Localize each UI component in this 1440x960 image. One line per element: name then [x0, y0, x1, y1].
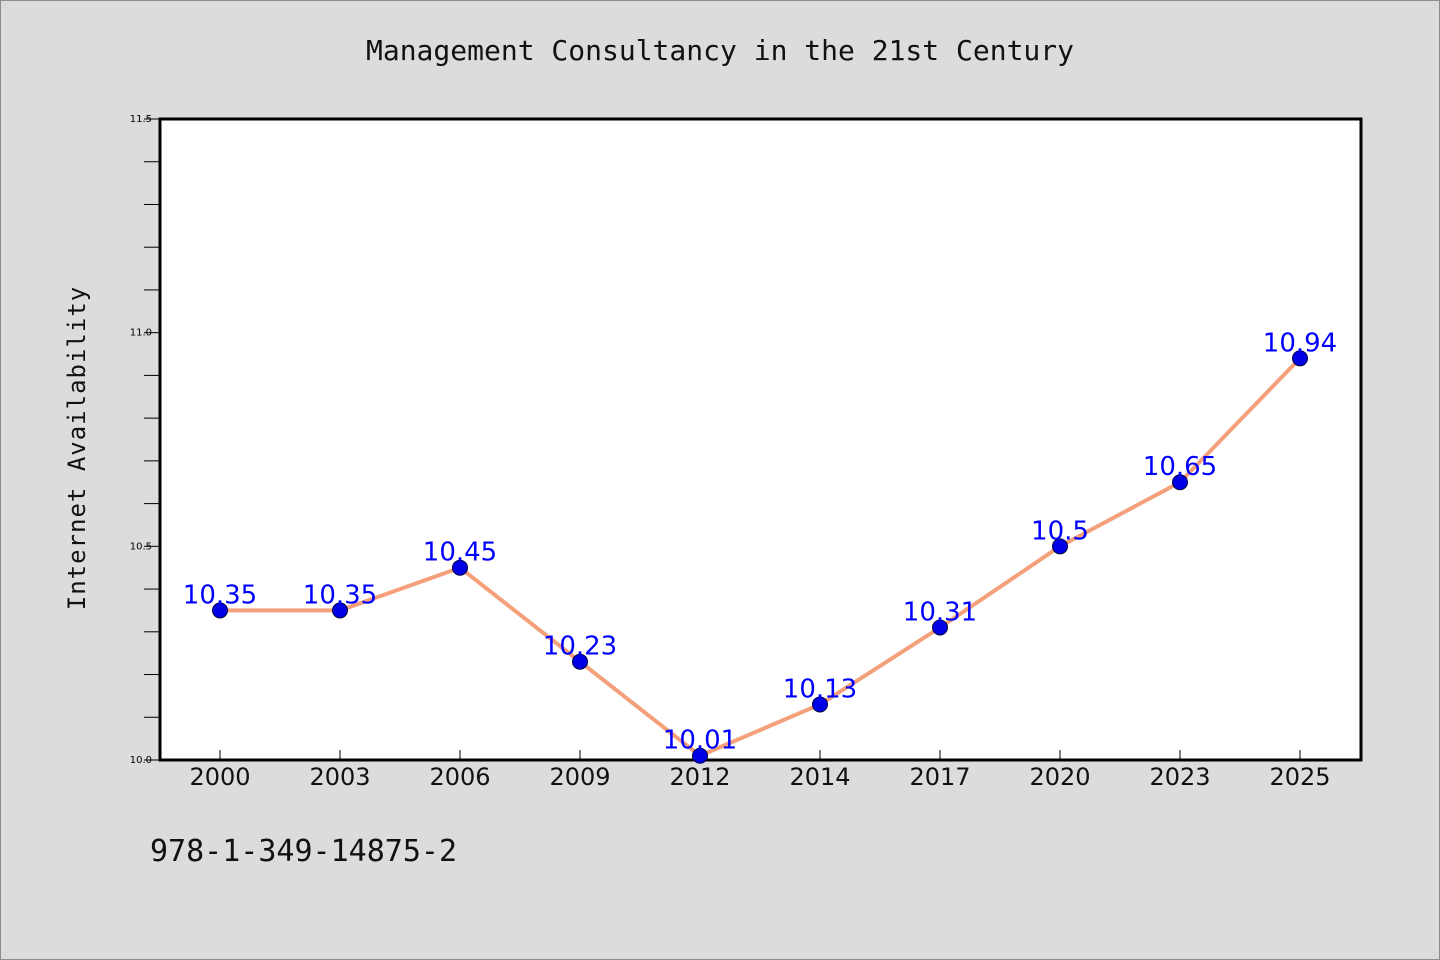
x-tick-label: 2020 [1029, 763, 1090, 791]
data-label: 10.35 [303, 580, 377, 610]
data-point-marker [1172, 474, 1188, 491]
x-tick-label: 2025 [1269, 763, 1330, 791]
data-point-marker [692, 747, 708, 764]
x-tick-label: 2014 [789, 763, 850, 791]
data-point-marker [1292, 350, 1308, 367]
x-tick-label: 2003 [309, 763, 370, 791]
y-tick-label: 10.0 [130, 755, 152, 766]
x-tick-label: 2006 [429, 763, 490, 791]
data-point-marker [1052, 538, 1068, 555]
y-tick-label: 10.5 [130, 541, 152, 552]
x-tick-label: 2017 [909, 763, 970, 791]
y-tick-label: 11.0 [130, 328, 152, 339]
data-label: 10.65 [1143, 452, 1217, 482]
data-label: 10.35 [183, 580, 257, 610]
series-line [218, 356, 1302, 758]
data-point-marker [212, 602, 228, 619]
isbn-text: 978-1-349-14875-2 [150, 834, 458, 869]
data-label: 10.01 [663, 726, 737, 756]
x-tick-label: 2009 [549, 763, 610, 791]
data-label: 10.23 [543, 632, 617, 662]
data-label: 10.45 [423, 538, 497, 568]
data-label: 10.13 [783, 674, 857, 704]
chart-title: Management Consultancy in the 21st Centu… [365, 34, 1074, 67]
x-tick-label: 2023 [1149, 763, 1210, 791]
data-label: 10.94 [1263, 328, 1337, 358]
data-point-marker [452, 559, 468, 576]
data-point-marker [932, 619, 948, 636]
x-tick-label: 2012 [669, 763, 730, 791]
data-point-marker [572, 653, 588, 670]
data-label: 10.5 [1031, 516, 1089, 546]
y-tick-label: 11.5 [130, 114, 152, 125]
data-point-marker [332, 602, 348, 619]
plot-area [158, 117, 1363, 762]
data-label: 10.31 [903, 598, 977, 628]
x-tick-label: 2000 [189, 763, 250, 791]
data-point-marker [812, 696, 828, 713]
